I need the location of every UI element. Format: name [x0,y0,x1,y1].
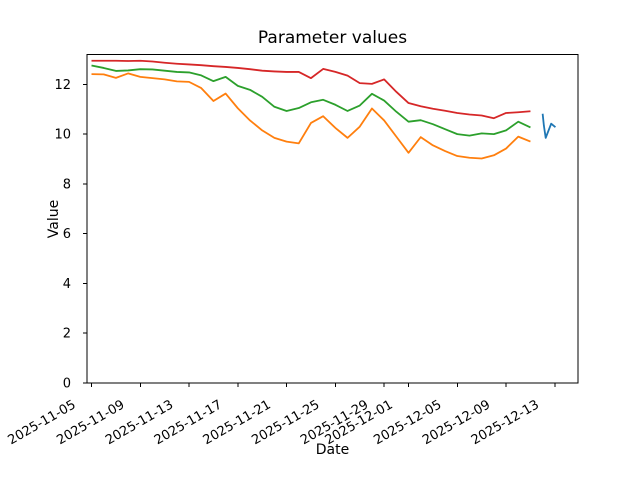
x-axis-label: Date [315,442,350,458]
y-tick-label: 2 [63,327,71,342]
y-tick-label: 12 [54,78,71,93]
y-tick-label: 0 [63,377,71,392]
y-axis-label: Value [46,199,62,239]
series-line-blue [541,113,557,139]
series-line-orange [91,72,531,160]
series-line-red [91,59,531,120]
axes-box [86,54,579,384]
series-line-green [91,64,531,137]
y-tick-label: 6 [63,227,71,242]
y-tick-label: 10 [54,128,71,143]
chart-title: Parameter values [257,28,408,48]
y-tick-label: 8 [63,177,71,192]
y-tick-label: 4 [63,277,71,292]
